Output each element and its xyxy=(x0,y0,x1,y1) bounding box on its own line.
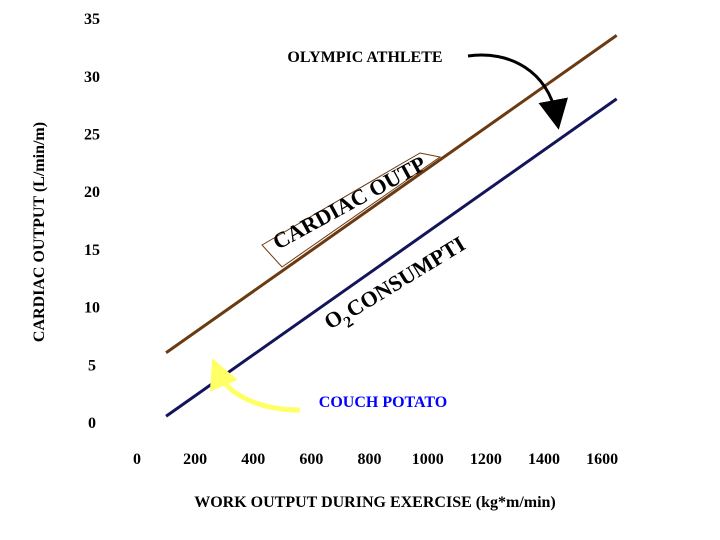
x-axis-ticks: 0 200 400 600 800 1000 1200 1400 1600 xyxy=(133,451,618,468)
y-tick-label: 10 xyxy=(84,300,100,317)
athlete-arrow xyxy=(467,53,568,130)
y-tick-label: 5 xyxy=(88,357,96,374)
x-tick-label: 0 xyxy=(133,451,141,468)
x-tick-label: 800 xyxy=(358,451,382,468)
x-tick-label: 400 xyxy=(241,451,265,468)
x-tick-label: 200 xyxy=(183,451,207,468)
x-tick-label: 1200 xyxy=(470,451,502,468)
x-axis-title: WORK OUTPUT DURING EXERCISE (kg*m/min) xyxy=(194,494,556,511)
y-tick-label: 15 xyxy=(84,242,100,259)
y-axis-ticks: 0 5 10 15 20 25 30 35 xyxy=(84,11,100,432)
y-axis-title: CARDIAC OUTPUT (L/min/m) xyxy=(31,122,48,342)
series-line-couch-potato xyxy=(165,97,618,418)
x-tick-label: 1400 xyxy=(528,451,560,468)
y-tick-label: 25 xyxy=(84,127,100,144)
y-tick-label: 30 xyxy=(84,69,100,86)
y-tick-label: 20 xyxy=(84,184,100,201)
cardiac-output-label: CARDIAC OUTPUT xyxy=(0,0,430,254)
x-tick-label: 1000 xyxy=(412,451,444,468)
y-tick-label: 35 xyxy=(84,11,100,28)
x-tick-label: 600 xyxy=(299,451,323,468)
x-tick-label: 1600 xyxy=(586,451,618,468)
series-lines xyxy=(165,34,618,418)
cardiac-output-text: CARDIAC OUTPUT xyxy=(0,0,430,254)
series-line-olympic-athlete xyxy=(165,34,618,354)
couch-potato-label: COUCH POTATO xyxy=(319,394,447,411)
y-tick-label: 0 xyxy=(88,415,96,432)
athlete-label: OLYMPIC ATHLETE xyxy=(287,49,442,66)
couch-potato-arrow xyxy=(209,358,301,413)
cardiac-output-band xyxy=(261,152,442,268)
